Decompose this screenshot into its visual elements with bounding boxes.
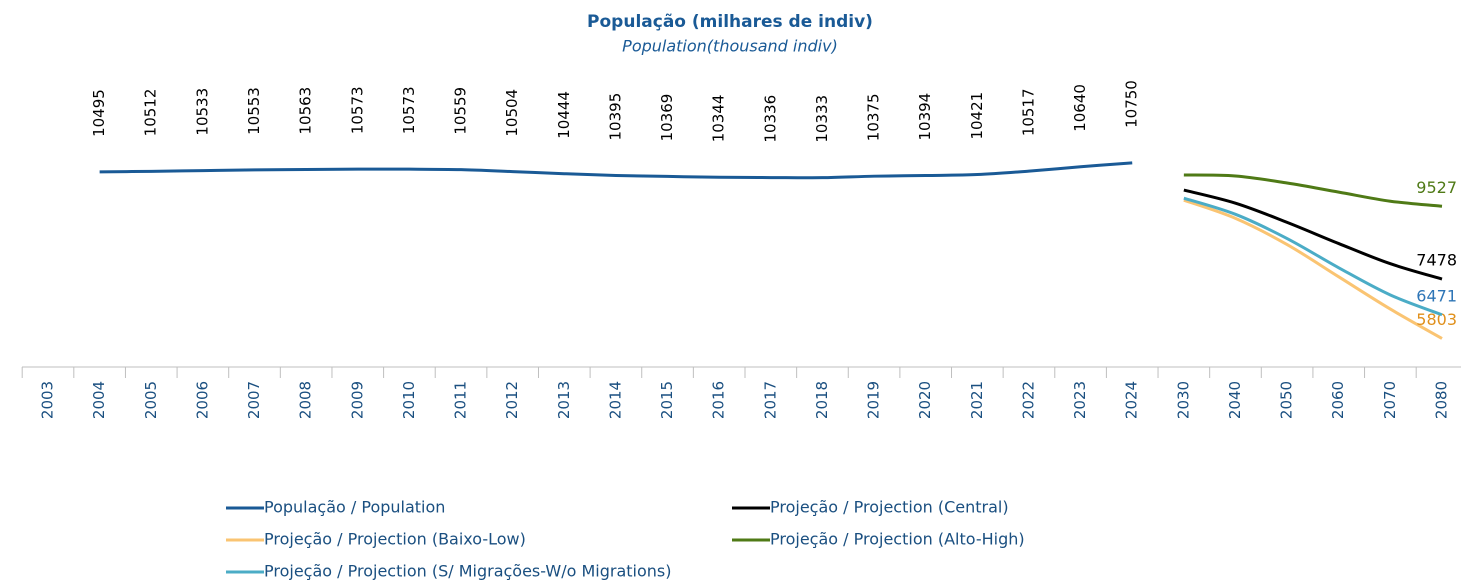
data-label: 10394 [916,93,934,141]
x-tick-label: 2070 [1381,381,1399,419]
data-label: 10333 [813,95,831,143]
x-tick-label: 2019 [865,381,883,419]
x-tick-label: 2014 [606,381,624,419]
data-label: 10395 [606,93,624,141]
x-tick-label: 2018 [813,381,831,419]
data-label: 10750 [1123,80,1141,128]
x-tick-label: 2007 [245,381,263,419]
x-tick-label: 2016 [710,381,728,419]
x-tick-label: 2008 [297,381,315,419]
data-label: 10533 [193,88,211,136]
data-label: 10517 [1019,88,1037,136]
x-tick-label: 2006 [193,381,211,419]
data-label: 10573 [400,86,418,134]
series-line [1183,198,1443,340]
data-label: 10369 [658,94,676,142]
data-label: 10559 [452,87,470,135]
data-label: 10640 [1071,84,1089,132]
data-label: 10563 [297,87,315,135]
chart-subtitle: Population(thousand indiv) [622,37,838,56]
data-label: 10421 [968,92,986,140]
legend-label: População / Population [264,498,445,517]
data-label: 10504 [503,89,521,137]
data-label: 10344 [710,95,728,143]
x-tick-label: 2050 [1278,381,1296,419]
data-label: 10495 [90,89,108,137]
legend-label: Projeção / Projection (Baixo-Low) [264,530,526,549]
data-label: 10553 [245,87,263,135]
data-label: 10336 [761,95,779,143]
x-tick-label: 2017 [761,381,779,419]
data-label: 7478 [1416,251,1457,270]
chart-title: População (milhares de indiv) [587,12,873,32]
x-tick-label: 2015 [658,381,676,419]
series-line [1183,188,1443,281]
data-label: 5803 [1416,310,1457,329]
x-tick-label: 2010 [400,381,418,419]
x-tick-label: 2022 [1019,381,1037,419]
x-tick-label: 2004 [90,381,108,419]
x-tick-label: 2030 [1174,381,1192,419]
x-tick-label: 2012 [503,381,521,419]
x-tick-label: 2013 [555,381,573,419]
data-label: 9527 [1416,178,1457,197]
x-tick-label: 2024 [1123,381,1141,419]
x-tick-label: 2011 [452,381,470,419]
x-tick-label: 2021 [968,381,986,419]
x-tick-label: 2005 [142,381,160,419]
x-tick-label: 2023 [1071,381,1089,419]
series-line [1183,196,1443,317]
x-tick-label: 2003 [39,381,57,419]
series-line [99,161,1133,180]
x-tick-label: 2060 [1329,381,1347,419]
x-tick-label: 2020 [916,381,934,419]
data-label: 10573 [348,86,366,134]
x-tick-label: 2080 [1433,381,1451,419]
legend-label: Projeção / Projection (Central) [770,498,1009,517]
data-label: 10512 [142,89,160,137]
x-tick-label: 2040 [1226,381,1244,419]
legend-label: Projeção / Projection (S/ Migrações-W/o … [264,562,671,581]
data-label: 10444 [555,91,573,139]
series-line [1183,173,1443,208]
x-tick-label: 2009 [348,381,366,419]
data-label: 10375 [865,93,883,141]
data-label: 6471 [1416,286,1457,305]
legend-label: Projeção / Projection (Alto-High) [770,530,1025,549]
